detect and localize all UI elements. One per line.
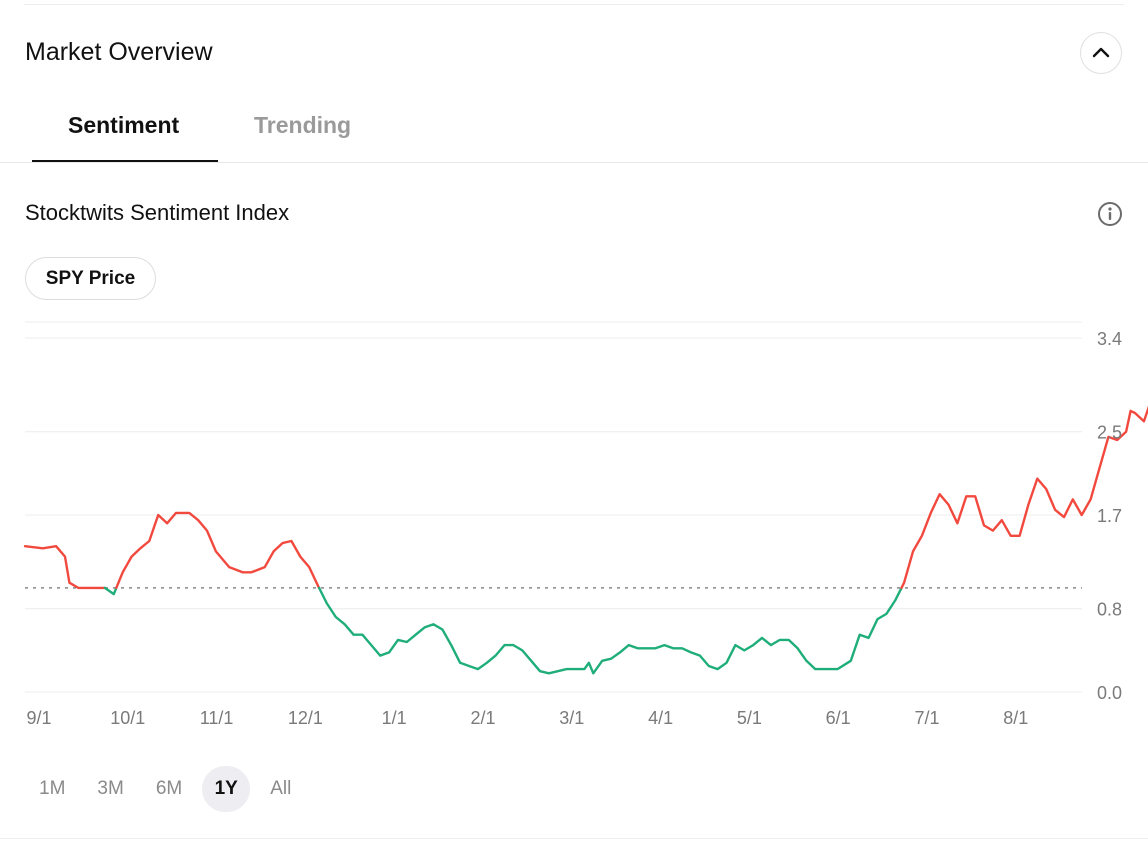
info-icon [1098,202,1122,226]
range-3m[interactable]: 3M [97,778,124,799]
range-all[interactable]: All [270,778,292,799]
bottom-divider [0,838,1148,839]
info-button[interactable] [1097,201,1123,227]
y-tick-label: 1.7 [1097,506,1122,526]
x-tick-label: 4/1 [648,708,673,728]
collapse-button[interactable] [1080,32,1122,74]
x-tick-label: 7/1 [914,708,939,728]
x-tick-label: 2/1 [470,708,495,728]
series-line-below [103,586,118,596]
sentiment-series [23,405,1148,675]
range-6m[interactable]: 6M [155,778,183,799]
x-tick-label: 12/1 [288,708,323,728]
range-1y[interactable]: 1Y [202,766,251,812]
y-tick-label: 0.8 [1097,600,1122,620]
section-title: Stocktwits Sentiment Index [25,200,290,225]
y-tick-label: 0.0 [1097,683,1122,703]
grid-lines [25,321,1082,693]
x-tick-label: 1/1 [382,708,407,728]
range-selector: 1M 3M 6M 1Y All [27,766,303,812]
x-tick-label: 6/1 [826,708,851,728]
x-tick-label: 3/1 [559,708,584,728]
x-tick-label: 9/1 [26,708,51,728]
tab-sentiment[interactable]: Sentiment [68,112,180,138]
tab-trending[interactable]: Trending [254,112,352,138]
spy-price-toggle[interactable]: SPY Price [25,257,156,300]
x-tick-label: 5/1 [737,708,762,728]
x-tick-label: 10/1 [110,708,145,728]
active-tab-indicator [32,160,218,162]
series-line-below [317,586,903,675]
sentiment-chart: 0.0 0.8 1.7 2.5 3.4 9/1 10/1 11/1 12/1 1/1 2/1 3/1… [23,321,1148,728]
x-axis-ticks: 9/1 10/1 11/1 12/1 1/1 2/1 3/1 4/1 5/1 6/1 7/1 8/1 [26,708,1028,728]
y-tick-label: 3.4 [1097,329,1122,349]
series-line-above [900,405,1148,590]
y-tick-label: 2.5 [1097,423,1122,443]
series-line-above [115,511,321,590]
y-axis-ticks: 0.0 0.8 1.7 2.5 3.4 [1097,329,1122,703]
x-tick-label: 11/1 [200,708,234,728]
page-title: Market Overview [25,38,213,66]
series-line-above [23,545,107,590]
tabs-divider [0,162,1148,163]
top-divider [24,4,1124,5]
chevron-up-icon [1092,47,1110,58]
x-tick-label: 8/1 [1003,708,1028,728]
range-1m[interactable]: 1M [39,778,66,799]
